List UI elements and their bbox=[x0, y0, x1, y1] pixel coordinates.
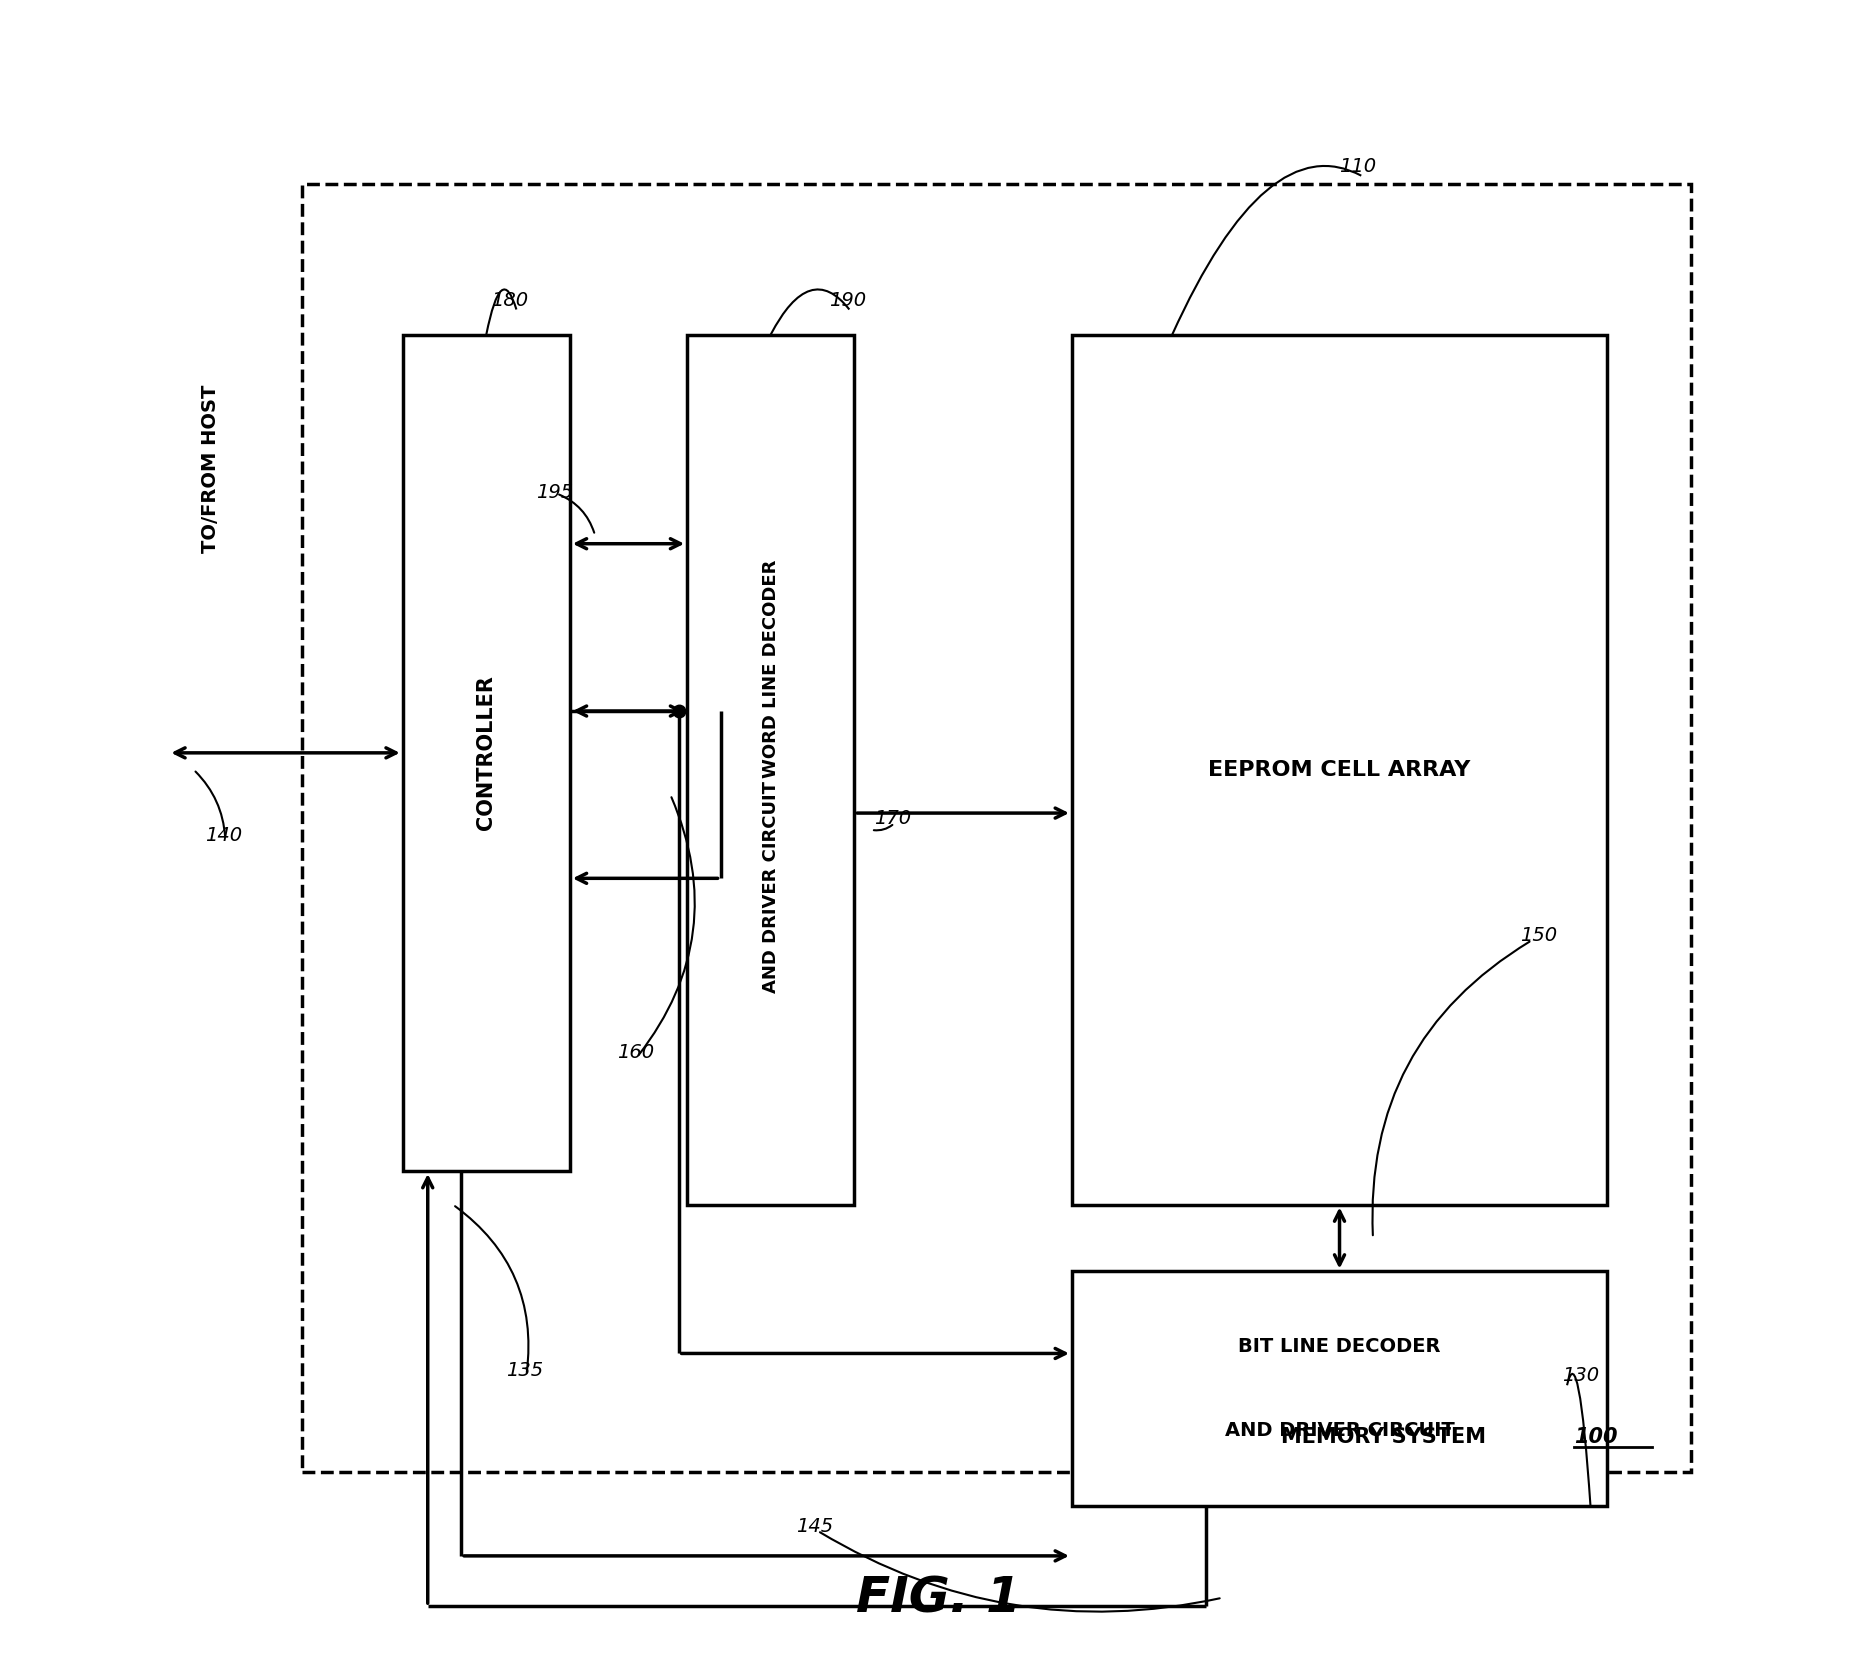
Bar bbox=[1071, 335, 1608, 1205]
Text: BIT LINE DECODER: BIT LINE DECODER bbox=[1238, 1337, 1441, 1357]
Text: 145: 145 bbox=[795, 1517, 833, 1536]
Text: 135: 135 bbox=[507, 1362, 544, 1380]
Text: AND DRIVER CIRCUIT: AND DRIVER CIRCUIT bbox=[762, 781, 780, 992]
Text: 100: 100 bbox=[1574, 1427, 1617, 1447]
Bar bbox=[1071, 1271, 1608, 1506]
Text: 180: 180 bbox=[492, 291, 529, 310]
Text: 170: 170 bbox=[874, 810, 912, 828]
Bar bbox=[687, 335, 854, 1205]
Bar bbox=[302, 184, 1690, 1472]
Text: 140: 140 bbox=[204, 826, 242, 845]
Text: WORD LINE DECODER: WORD LINE DECODER bbox=[762, 560, 780, 778]
Text: FIG. 1: FIG. 1 bbox=[855, 1574, 1021, 1623]
Text: 190: 190 bbox=[829, 291, 867, 310]
Text: 150: 150 bbox=[1520, 927, 1557, 945]
Text: AND DRIVER CIRCUIT: AND DRIVER CIRCUIT bbox=[1225, 1420, 1454, 1440]
Text: 130: 130 bbox=[1563, 1367, 1598, 1385]
Text: 110: 110 bbox=[1339, 157, 1377, 176]
Text: EEPROM CELL ARRAY: EEPROM CELL ARRAY bbox=[1208, 760, 1471, 780]
Text: TO/FROM HOST: TO/FROM HOST bbox=[201, 385, 219, 552]
Bar bbox=[403, 335, 570, 1171]
Text: 195: 195 bbox=[537, 483, 574, 502]
Text: CONTROLLER: CONTROLLER bbox=[477, 676, 497, 830]
Text: 160: 160 bbox=[617, 1044, 655, 1062]
Text: MEMORY SYSTEM: MEMORY SYSTEM bbox=[1281, 1427, 1486, 1447]
